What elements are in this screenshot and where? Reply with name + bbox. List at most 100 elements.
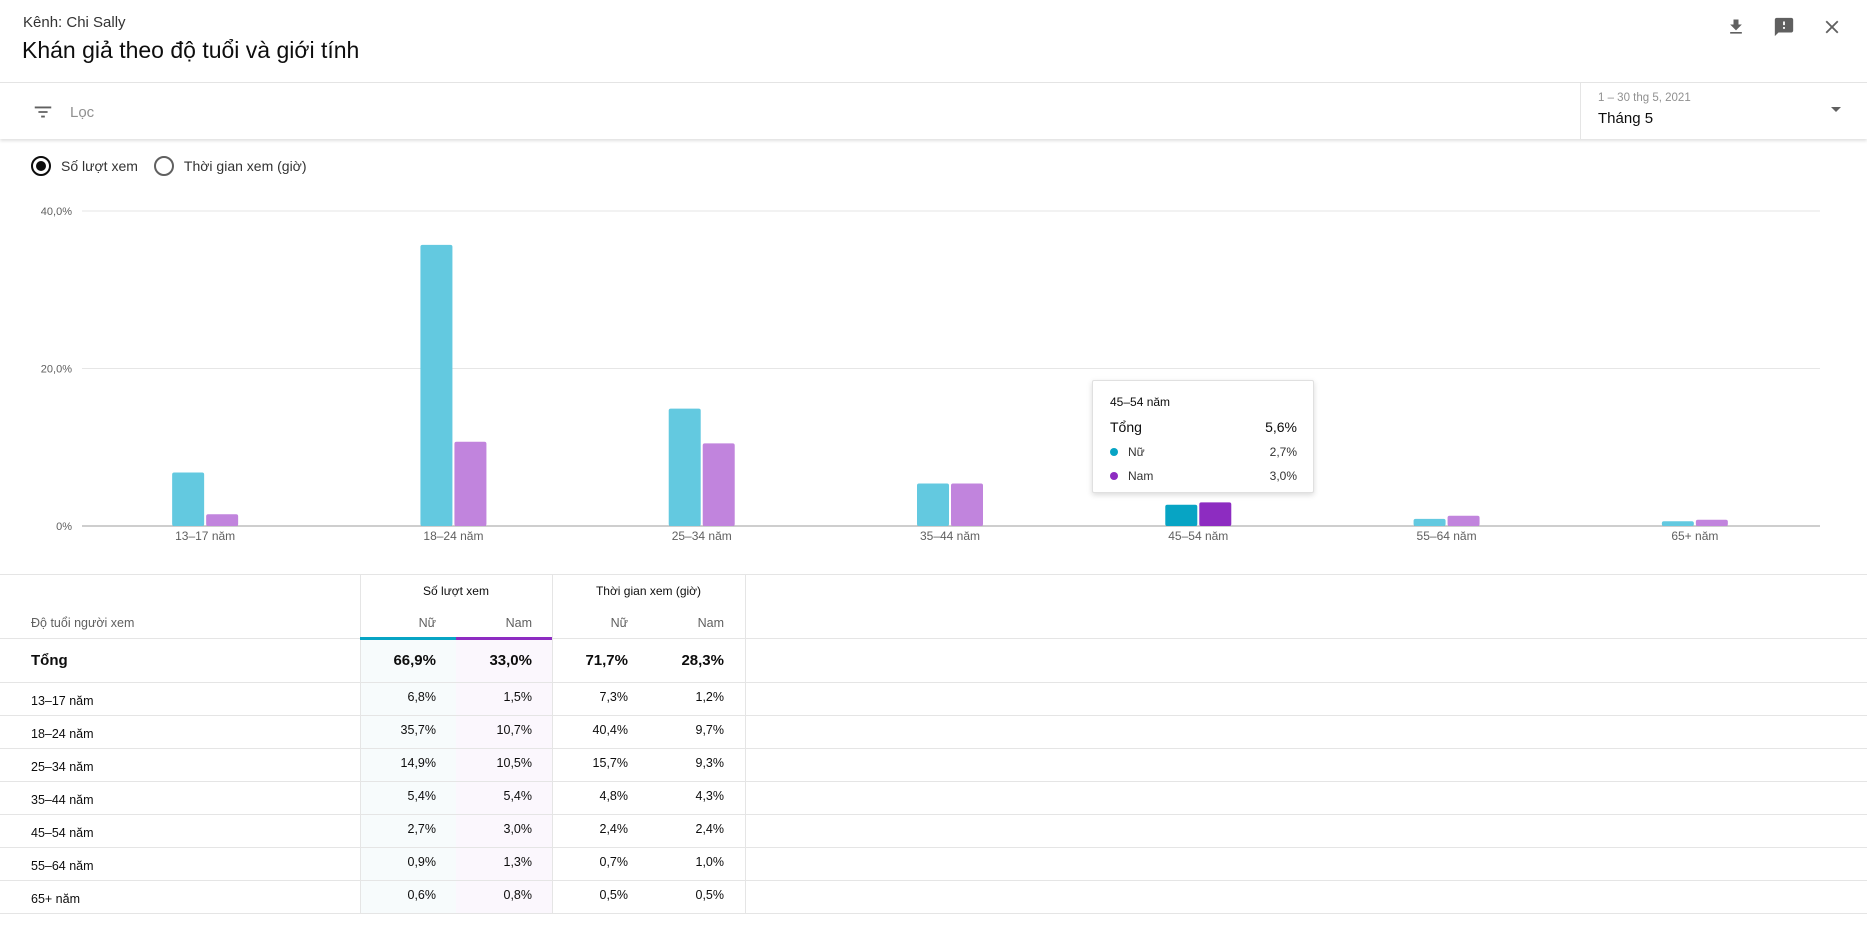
bar-female[interactable] — [668, 408, 701, 526]
bar-male[interactable] — [702, 443, 735, 526]
filter-icon — [34, 106, 52, 118]
bar-male[interactable] — [1695, 519, 1728, 526]
row-age-label: 25–34 năm — [31, 760, 94, 774]
y-tick-label: 0% — [56, 521, 72, 533]
bar-female[interactable] — [1413, 518, 1446, 526]
tooltip-male-label: Nam — [1128, 469, 1154, 483]
radio-watch-time-label: Thời gian xem (giờ) — [183, 158, 307, 174]
header-divider — [0, 638, 1867, 639]
filter-bar: 1 – 30 thg 5, 2021 Tháng 5 — [0, 83, 1867, 139]
row-value-cell: 0,7% — [599, 855, 629, 869]
bar-female[interactable] — [1165, 504, 1198, 526]
x-tick-label: 55–64 năm — [1417, 529, 1477, 543]
date-selected-label: Tháng 5 — [1598, 110, 1654, 127]
male-indicator-bar — [456, 637, 552, 640]
row-value-cell: 0,5% — [695, 888, 725, 902]
column-divider — [360, 574, 361, 914]
header-watch-male[interactable]: Nam — [697, 616, 724, 630]
row-value-cell: 35,7% — [400, 723, 436, 737]
header-views-female[interactable]: Nữ — [418, 616, 436, 630]
close-button[interactable] — [1817, 12, 1847, 42]
female-indicator-bar — [360, 637, 456, 640]
row-age-label: 55–64 năm — [31, 859, 94, 873]
row-value-cell: 15,7% — [592, 756, 628, 770]
demographics-table: Số lượt xem Thời gian xem (giờ) Độ tuổi … — [0, 574, 1867, 914]
row-value-cell: 40,4% — [592, 723, 628, 737]
row-age-label: 18–24 năm — [31, 727, 94, 741]
row-value-cell: 1,0% — [695, 855, 725, 869]
row-value-cell: 0,6% — [407, 888, 437, 902]
x-tick-label: 25–34 năm — [672, 529, 732, 543]
row-age-label: 45–54 năm — [31, 826, 94, 840]
tooltip-male-row: Nam 3,0% — [1110, 469, 1297, 483]
tooltip-female-value: 2,7% — [1269, 445, 1297, 459]
row-value-cell: 9,7% — [695, 723, 725, 737]
row-value-cell: 9,3% — [695, 756, 725, 770]
table-row: 18–24 năm 35,7% 10,7% 40,4% 9,7% — [0, 716, 1867, 749]
tooltip-total-value: 5,6% — [1265, 419, 1297, 435]
row-value-cell: 6,8% — [407, 690, 437, 704]
radio-unchecked-icon — [153, 156, 174, 176]
radio-watch-time[interactable]: Thời gian xem (giờ) — [153, 156, 307, 176]
channel-name: Kênh: Chi Sally — [23, 14, 126, 31]
date-range-text: 1 – 30 thg 5, 2021 — [1598, 92, 1691, 104]
bar-male[interactable] — [951, 483, 983, 526]
bar-male[interactable] — [206, 514, 239, 526]
row-age-label: 65+ năm — [31, 892, 80, 906]
row-value-cell: 4,8% — [599, 789, 629, 803]
age-gender-bar-chart: 0% 20,0% 40,0% 13–17 năm 18–24 năm 25–34 năm 3… — [41, 206, 1820, 543]
tooltip-total-label: Tổng — [1110, 419, 1142, 435]
row-value-cell: 14,9% — [400, 756, 436, 770]
header-views-male[interactable]: Nam — [505, 616, 532, 630]
views-female-column-bg — [360, 640, 456, 914]
tooltip-female-label: Nữ — [1128, 445, 1145, 459]
date-range-dropdown[interactable]: 1 – 30 thg 5, 2021 Tháng 5 — [1580, 83, 1867, 139]
table-top-divider — [0, 574, 1867, 575]
total-label: Tổng — [31, 652, 68, 669]
download-icon — [1730, 19, 1742, 34]
feedback-icon — [1774, 17, 1794, 37]
row-value-cell: 1,3% — [503, 855, 533, 869]
feedback-button[interactable] — [1769, 12, 1799, 42]
x-tick-label: 18–24 năm — [423, 529, 483, 543]
row-value-cell: 10,7% — [496, 723, 532, 737]
total-views-male: 33,0% — [489, 652, 532, 669]
bar-female[interactable] — [1661, 521, 1694, 526]
metric-selector: Số lượt xem Thời gian xem (giờ) — [31, 156, 307, 176]
group-header-watch-time: Thời gian xem (giờ) — [595, 584, 702, 598]
age-column-header: Độ tuổi người xem — [31, 616, 135, 630]
row-value-cell: 5,4% — [503, 789, 533, 803]
dropdown-caret-icon — [1831, 107, 1841, 112]
table-row: 55–64 năm 0,9% 1,3% 0,7% 1,0% — [0, 848, 1867, 881]
row-age-label: 13–17 năm — [31, 694, 94, 708]
bar-male[interactable] — [1199, 502, 1232, 526]
bar-male[interactable] — [454, 441, 487, 526]
row-value-cell: 2,4% — [599, 822, 629, 836]
row-value-cell: 10,5% — [496, 756, 532, 770]
header-watch-female[interactable]: Nữ — [610, 616, 628, 630]
total-watch-male: 28,3% — [681, 652, 724, 669]
chart-tooltip: 45–54 năm Tổng 5,6% Nữ 2,7% Nam 3,0% — [1092, 380, 1314, 493]
table-row: 65+ năm 0,6% 0,8% 0,5% 0,5% — [0, 881, 1867, 914]
row-value-cell: 7,3% — [599, 690, 629, 704]
row-value-cell: 3,0% — [503, 822, 533, 836]
row-value-cell: 0,8% — [503, 888, 533, 902]
bar-female[interactable] — [420, 244, 453, 527]
bar-male[interactable] — [1447, 515, 1480, 526]
page-title: Khán giả theo độ tuổi và giới tính — [22, 37, 360, 63]
bar-female[interactable] — [917, 483, 949, 526]
row-value-cell: 0,9% — [407, 855, 437, 869]
download-button[interactable] — [1721, 12, 1751, 42]
radio-views[interactable]: Số lượt xem — [31, 156, 138, 176]
tooltip-total-row: Tổng 5,6% — [1110, 419, 1297, 435]
total-views-female: 66,9% — [393, 652, 436, 669]
y-tick-label: 40,0% — [41, 206, 72, 218]
x-tick-label: 35–44 năm — [920, 529, 980, 543]
bar-female[interactable] — [172, 472, 205, 526]
row-value-cell: 4,3% — [695, 789, 725, 803]
row-value-cell: 2,4% — [695, 822, 725, 836]
filter-input[interactable] — [70, 101, 670, 123]
y-tick-label: 20,0% — [41, 364, 72, 376]
group-header-views: Số lượt xem — [423, 584, 489, 598]
views-male-column-bg — [456, 640, 552, 914]
